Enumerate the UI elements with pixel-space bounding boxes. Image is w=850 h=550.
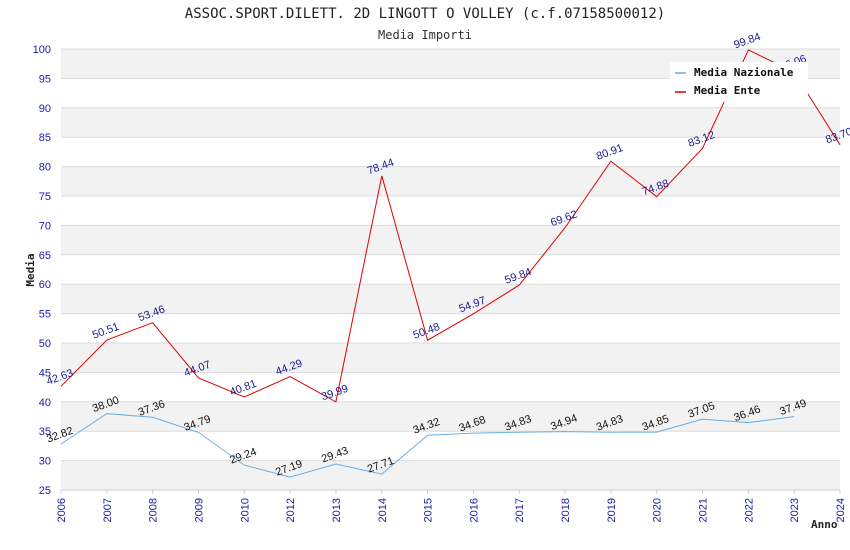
x-tick-label: 2007 bbox=[102, 498, 114, 522]
grid-band bbox=[61, 284, 840, 314]
y-tick-label: 60 bbox=[39, 279, 51, 291]
x-tick-label: 2012 bbox=[285, 498, 297, 522]
x-tick-label: 2019 bbox=[606, 498, 618, 522]
x-tick-label: 2015 bbox=[423, 498, 435, 522]
y-axis-ticks: 25 30 35 40 45 50 55 60 65 70 75 80 85 90 95 100 bbox=[33, 44, 51, 497]
x-tick-label: 2021 bbox=[698, 498, 710, 522]
x-tick-label: 2009 bbox=[193, 498, 205, 522]
grid-lines bbox=[61, 48, 840, 491]
series-lines bbox=[60, 49, 841, 478]
legend-entry-nazionale: Media Nazionale bbox=[694, 66, 794, 79]
data-label-ente: 80.91 bbox=[595, 142, 625, 163]
data-label-ente: 39.99 bbox=[320, 383, 350, 404]
data-label-ente: 99.84 bbox=[732, 31, 762, 52]
x-tick-label: 2010 bbox=[239, 498, 251, 522]
y-tick-label: 40 bbox=[39, 397, 51, 409]
grid-band bbox=[61, 107, 840, 138]
y-tick-label: 30 bbox=[39, 456, 51, 468]
grid-band bbox=[61, 166, 840, 196]
legend-entry-ente: Media Ente bbox=[694, 84, 761, 97]
y-tick-label: 45 bbox=[39, 367, 51, 379]
data-label-ente: 50.48 bbox=[412, 321, 442, 342]
x-tick-label: 2018 bbox=[560, 498, 572, 522]
series-line-nazionale bbox=[60, 413, 795, 478]
y-tick-label: 80 bbox=[39, 162, 51, 174]
y-tick-label: 55 bbox=[39, 309, 51, 321]
y-axis-label: Media bbox=[24, 253, 37, 286]
y-tick-label: 35 bbox=[39, 426, 51, 438]
x-tick-label: 2020 bbox=[652, 498, 664, 522]
y-tick-label: 70 bbox=[39, 220, 51, 232]
data-label-ente: 40.81 bbox=[228, 378, 258, 399]
chart-subtitle: Media Importi bbox=[378, 28, 472, 42]
x-tick-label: 2022 bbox=[743, 498, 755, 522]
x-tick-label: 2013 bbox=[331, 498, 343, 522]
y-tick-label: 100 bbox=[33, 44, 51, 56]
y-tick-label: 85 bbox=[39, 132, 51, 144]
data-label-ente: 50.51 bbox=[91, 321, 121, 342]
data-label-ente: 59.84 bbox=[503, 266, 533, 287]
x-tick-label: 2017 bbox=[514, 498, 526, 522]
y-tick-label: 90 bbox=[39, 103, 51, 115]
x-axis-ticks: 2006 2007 2008 2009 2010 2012 2013 2014 2015 2016… bbox=[56, 490, 847, 522]
grid-band bbox=[61, 343, 840, 373]
x-tick-label: 2016 bbox=[468, 498, 480, 522]
x-tick-label: 2014 bbox=[377, 498, 389, 522]
legend-box bbox=[670, 62, 808, 102]
y-tick-label: 65 bbox=[39, 250, 51, 262]
legend: Media Nazionale Media Ente bbox=[670, 62, 808, 102]
grid-band bbox=[61, 460, 840, 490]
x-tick-label: 2024 bbox=[835, 498, 847, 522]
grid-band bbox=[61, 401, 840, 432]
grid-band bbox=[61, 225, 840, 255]
chart-title: ASSOC.SPORT.DILETT. 2D LINGOTT O VOLLEY … bbox=[185, 6, 665, 22]
grid-bands bbox=[61, 49, 840, 490]
y-tick-label: 25 bbox=[39, 485, 51, 497]
x-tick-label: 2023 bbox=[789, 498, 801, 522]
x-tick-label: 2008 bbox=[148, 498, 160, 522]
series-line-ente bbox=[60, 49, 841, 403]
x-tick-label: 2006 bbox=[56, 498, 68, 522]
y-tick-label: 50 bbox=[39, 338, 51, 350]
x-axis-label: Anno bbox=[811, 518, 838, 531]
y-tick-label: 75 bbox=[39, 191, 51, 203]
y-tick-label: 95 bbox=[39, 73, 51, 85]
